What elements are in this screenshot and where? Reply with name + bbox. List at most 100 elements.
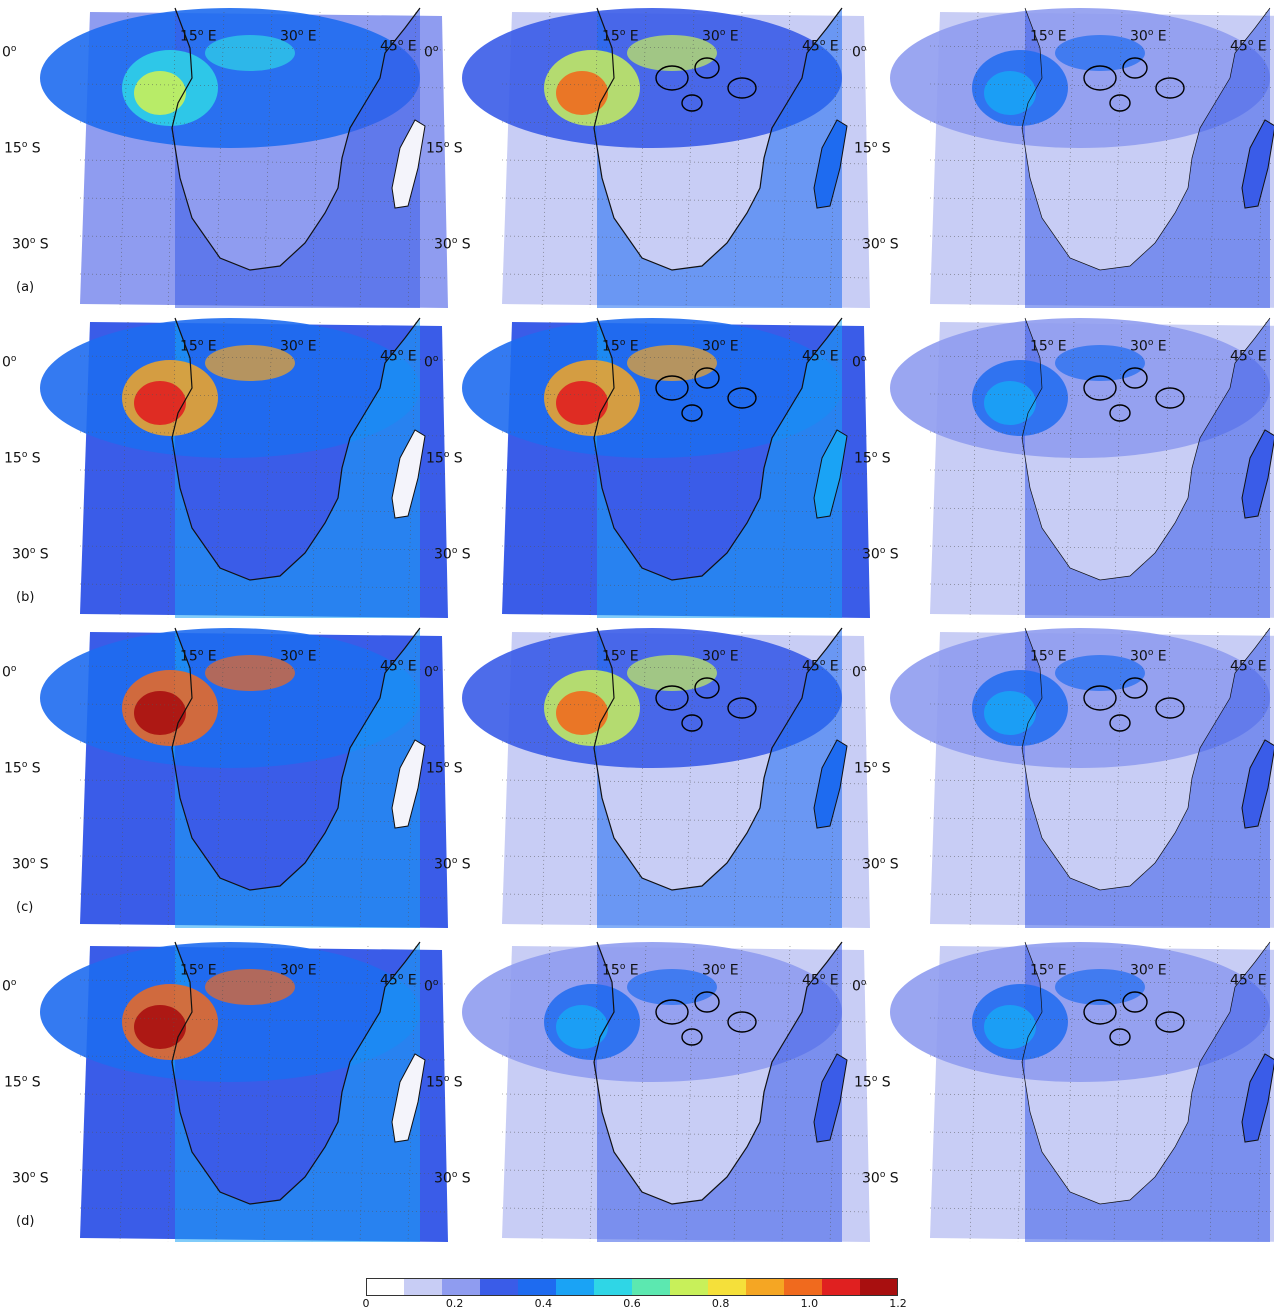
graticule-line	[501, 1017, 871, 1023]
graticule-line	[929, 431, 1274, 436]
hotspot-north	[205, 345, 295, 381]
hotspot-core	[134, 71, 186, 115]
coastline	[593, 7, 843, 271]
graticule-line	[929, 355, 1274, 360]
lon-label: 15o E	[180, 648, 217, 665]
graticule-line	[79, 855, 449, 861]
graticule-line	[541, 321, 551, 619]
graticule-line	[1161, 321, 1171, 619]
contour-line	[1155, 1011, 1185, 1033]
row-label: (a)	[16, 280, 35, 295]
colorbar-swatch	[442, 1278, 481, 1296]
lon-label: 30o E	[1130, 338, 1167, 355]
graticule-line	[541, 631, 551, 929]
lon-label: 45o E	[380, 972, 417, 989]
graticule-line	[501, 1169, 871, 1175]
graticule-line	[929, 393, 1274, 398]
graticule-line	[79, 1169, 449, 1175]
lon-label: 45o E	[1230, 658, 1267, 675]
lat-label: 30o S	[12, 1170, 49, 1187]
lon-label: 30o E	[1130, 28, 1167, 45]
graticule-line	[685, 11, 695, 309]
lat-label: 0o	[2, 44, 17, 61]
coastline	[1021, 627, 1271, 891]
colorbar-swatch	[404, 1278, 443, 1296]
graticule-line	[1065, 11, 1075, 309]
colorbar-tick-label: 0	[362, 1297, 370, 1310]
lon-label: 30o E	[280, 962, 317, 979]
graticule-line	[501, 355, 871, 361]
lon-label: 30o E	[1130, 962, 1167, 979]
contour-line	[1155, 387, 1185, 409]
contour-line	[1083, 685, 1117, 711]
graticule-line	[167, 631, 177, 929]
lat-label: 15o S	[854, 450, 891, 467]
lat-label: 30o S	[434, 546, 471, 563]
contour-line	[681, 404, 703, 422]
contour-line	[694, 57, 720, 79]
graticule-line	[1161, 945, 1171, 1243]
map-field	[462, 941, 871, 1243]
graticule-line	[929, 545, 1274, 550]
lon-label: 45o E	[802, 348, 839, 365]
graticule-line	[311, 321, 321, 619]
colorbar-frame	[366, 1278, 898, 1296]
graticule-line	[929, 121, 1274, 126]
contour-line	[1109, 1028, 1131, 1046]
land-field	[1022, 8, 1270, 308]
graticule-line	[1113, 321, 1123, 619]
colorbar-tick-label: 0.4	[534, 1297, 553, 1310]
hotspot-core	[134, 381, 186, 425]
graticule-line	[969, 631, 979, 929]
graticule-line	[781, 11, 791, 309]
contour-line	[1083, 65, 1117, 91]
graticule-line	[929, 779, 1274, 784]
contour-line	[1122, 367, 1148, 389]
graticule-line	[1065, 631, 1075, 929]
contour-line	[1083, 999, 1117, 1025]
graticule-line	[501, 273, 871, 279]
lat-label: 15o S	[4, 1074, 41, 1091]
lon-label: 15o E	[180, 338, 217, 355]
graticule-line	[733, 945, 743, 1243]
lat-label: 15o S	[854, 1074, 891, 1091]
map-panel: 15o E 30o E 45o E	[462, 7, 882, 309]
lat-label: 15o S	[4, 140, 41, 157]
graticule-line	[637, 11, 647, 309]
contour-line	[694, 677, 720, 699]
hotspot-north	[205, 655, 295, 691]
lat-label: 30o S	[434, 236, 471, 253]
coastline	[1021, 941, 1271, 1205]
lat-label: 0o	[424, 664, 439, 681]
graticule-line	[79, 817, 449, 823]
hotspot-core	[984, 1005, 1036, 1049]
coastline	[1021, 317, 1271, 581]
graticule-line	[929, 1131, 1274, 1136]
colorbar-tick-label: 1.2	[889, 1297, 907, 1310]
graticule-line	[929, 893, 1274, 898]
hotspot-core	[556, 71, 608, 115]
lon-label: 30o E	[702, 648, 739, 665]
lon-label: 45o E	[802, 38, 839, 55]
graticule-line	[79, 1055, 449, 1061]
colorbar-swatch	[822, 1278, 861, 1296]
map-field	[40, 317, 449, 619]
hotspot-north	[1055, 655, 1145, 691]
colorbar-swatch	[556, 1278, 595, 1296]
graticule-line	[929, 703, 1274, 708]
graticule-line	[501, 121, 871, 127]
colorbar-swatch	[708, 1278, 747, 1296]
graticule-line	[501, 855, 871, 861]
graticule-line	[929, 1017, 1274, 1022]
contour-line	[1109, 404, 1131, 422]
lon-label: 30o E	[702, 962, 739, 979]
lat-label: 30o S	[862, 236, 899, 253]
graticule-line	[781, 321, 791, 619]
madagascar	[391, 429, 426, 519]
hotspot-core	[556, 691, 608, 735]
graticule-line	[929, 469, 1274, 474]
lon-label: 45o E	[802, 972, 839, 989]
lon-label: 30o E	[702, 28, 739, 45]
graticule-line	[79, 583, 449, 589]
lat-label: 15o S	[426, 450, 463, 467]
